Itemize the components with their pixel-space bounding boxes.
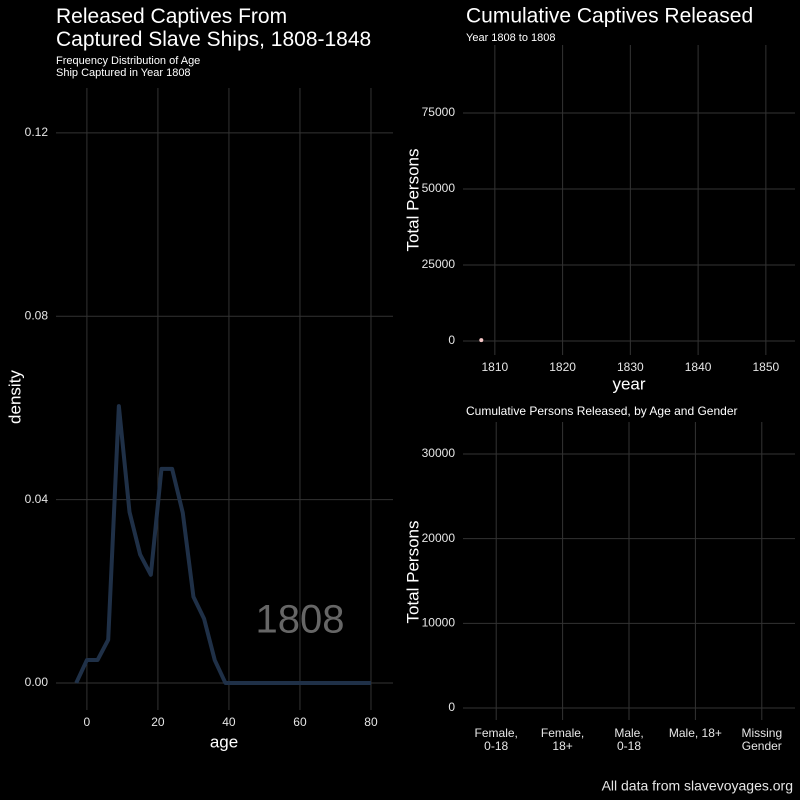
- y-tick-label: 0.12: [25, 125, 49, 139]
- y-tick-label: 75000: [422, 105, 456, 119]
- x-tick-label: Female, 0-18: [475, 726, 518, 753]
- chart-title: Cumulative Captives Released: [466, 5, 753, 28]
- x-tick-label: Missing Gender: [741, 726, 782, 753]
- year-annotation: 1808: [256, 598, 345, 642]
- x-tick-label: 1840: [685, 360, 712, 374]
- x-tick-label: 80: [364, 715, 378, 729]
- y-tick-label: 10000: [422, 616, 456, 630]
- y-tick-label: 0.00: [25, 675, 49, 689]
- x-tick-label: 20: [151, 715, 165, 729]
- y-axis-label: Total Persons: [403, 521, 422, 624]
- y-tick-label: 50000: [422, 181, 456, 195]
- y-tick-label: 0.08: [25, 308, 49, 322]
- y-tick-label: 20000: [422, 531, 456, 545]
- chart-title: Cumulative Persons Released, by Age and …: [466, 404, 738, 418]
- chart-subtitle: Year 1808 to 1808: [466, 32, 556, 44]
- density-line: [74, 404, 371, 685]
- x-tick-label: Male, 0-18: [614, 726, 643, 753]
- y-tick-label: 30000: [422, 446, 456, 460]
- y-tick-label: 0: [448, 333, 455, 347]
- caption: All data from slavevoyages.org: [602, 778, 793, 794]
- x-tick-label: 1830: [617, 360, 644, 374]
- x-tick-label: 60: [293, 715, 307, 729]
- x-tick-label: 40: [222, 715, 236, 729]
- x-tick-label: Female, 18+: [541, 726, 584, 753]
- y-axis-label: Total Persons: [403, 149, 422, 252]
- x-tick-label: 1850: [753, 360, 780, 374]
- x-tick-label: 1820: [549, 360, 576, 374]
- y-tick-label: 25000: [422, 257, 456, 271]
- x-tick-label: Male, 18+: [669, 726, 722, 740]
- x-axis-label: year: [612, 374, 645, 393]
- y-axis-label: density: [5, 370, 24, 424]
- x-tick-label: 0: [84, 715, 91, 729]
- y-tick-label: 0.04: [25, 492, 49, 506]
- y-tick-label: 0: [448, 700, 455, 714]
- chart-title: Released Captives From Captured Slave Shi…: [56, 5, 371, 51]
- x-tick-label: 1810: [481, 360, 508, 374]
- x-axis-label: age: [210, 732, 238, 751]
- point: [479, 338, 484, 343]
- chart-subtitle: Frequency Distribution of Age Ship Captur…: [56, 55, 200, 79]
